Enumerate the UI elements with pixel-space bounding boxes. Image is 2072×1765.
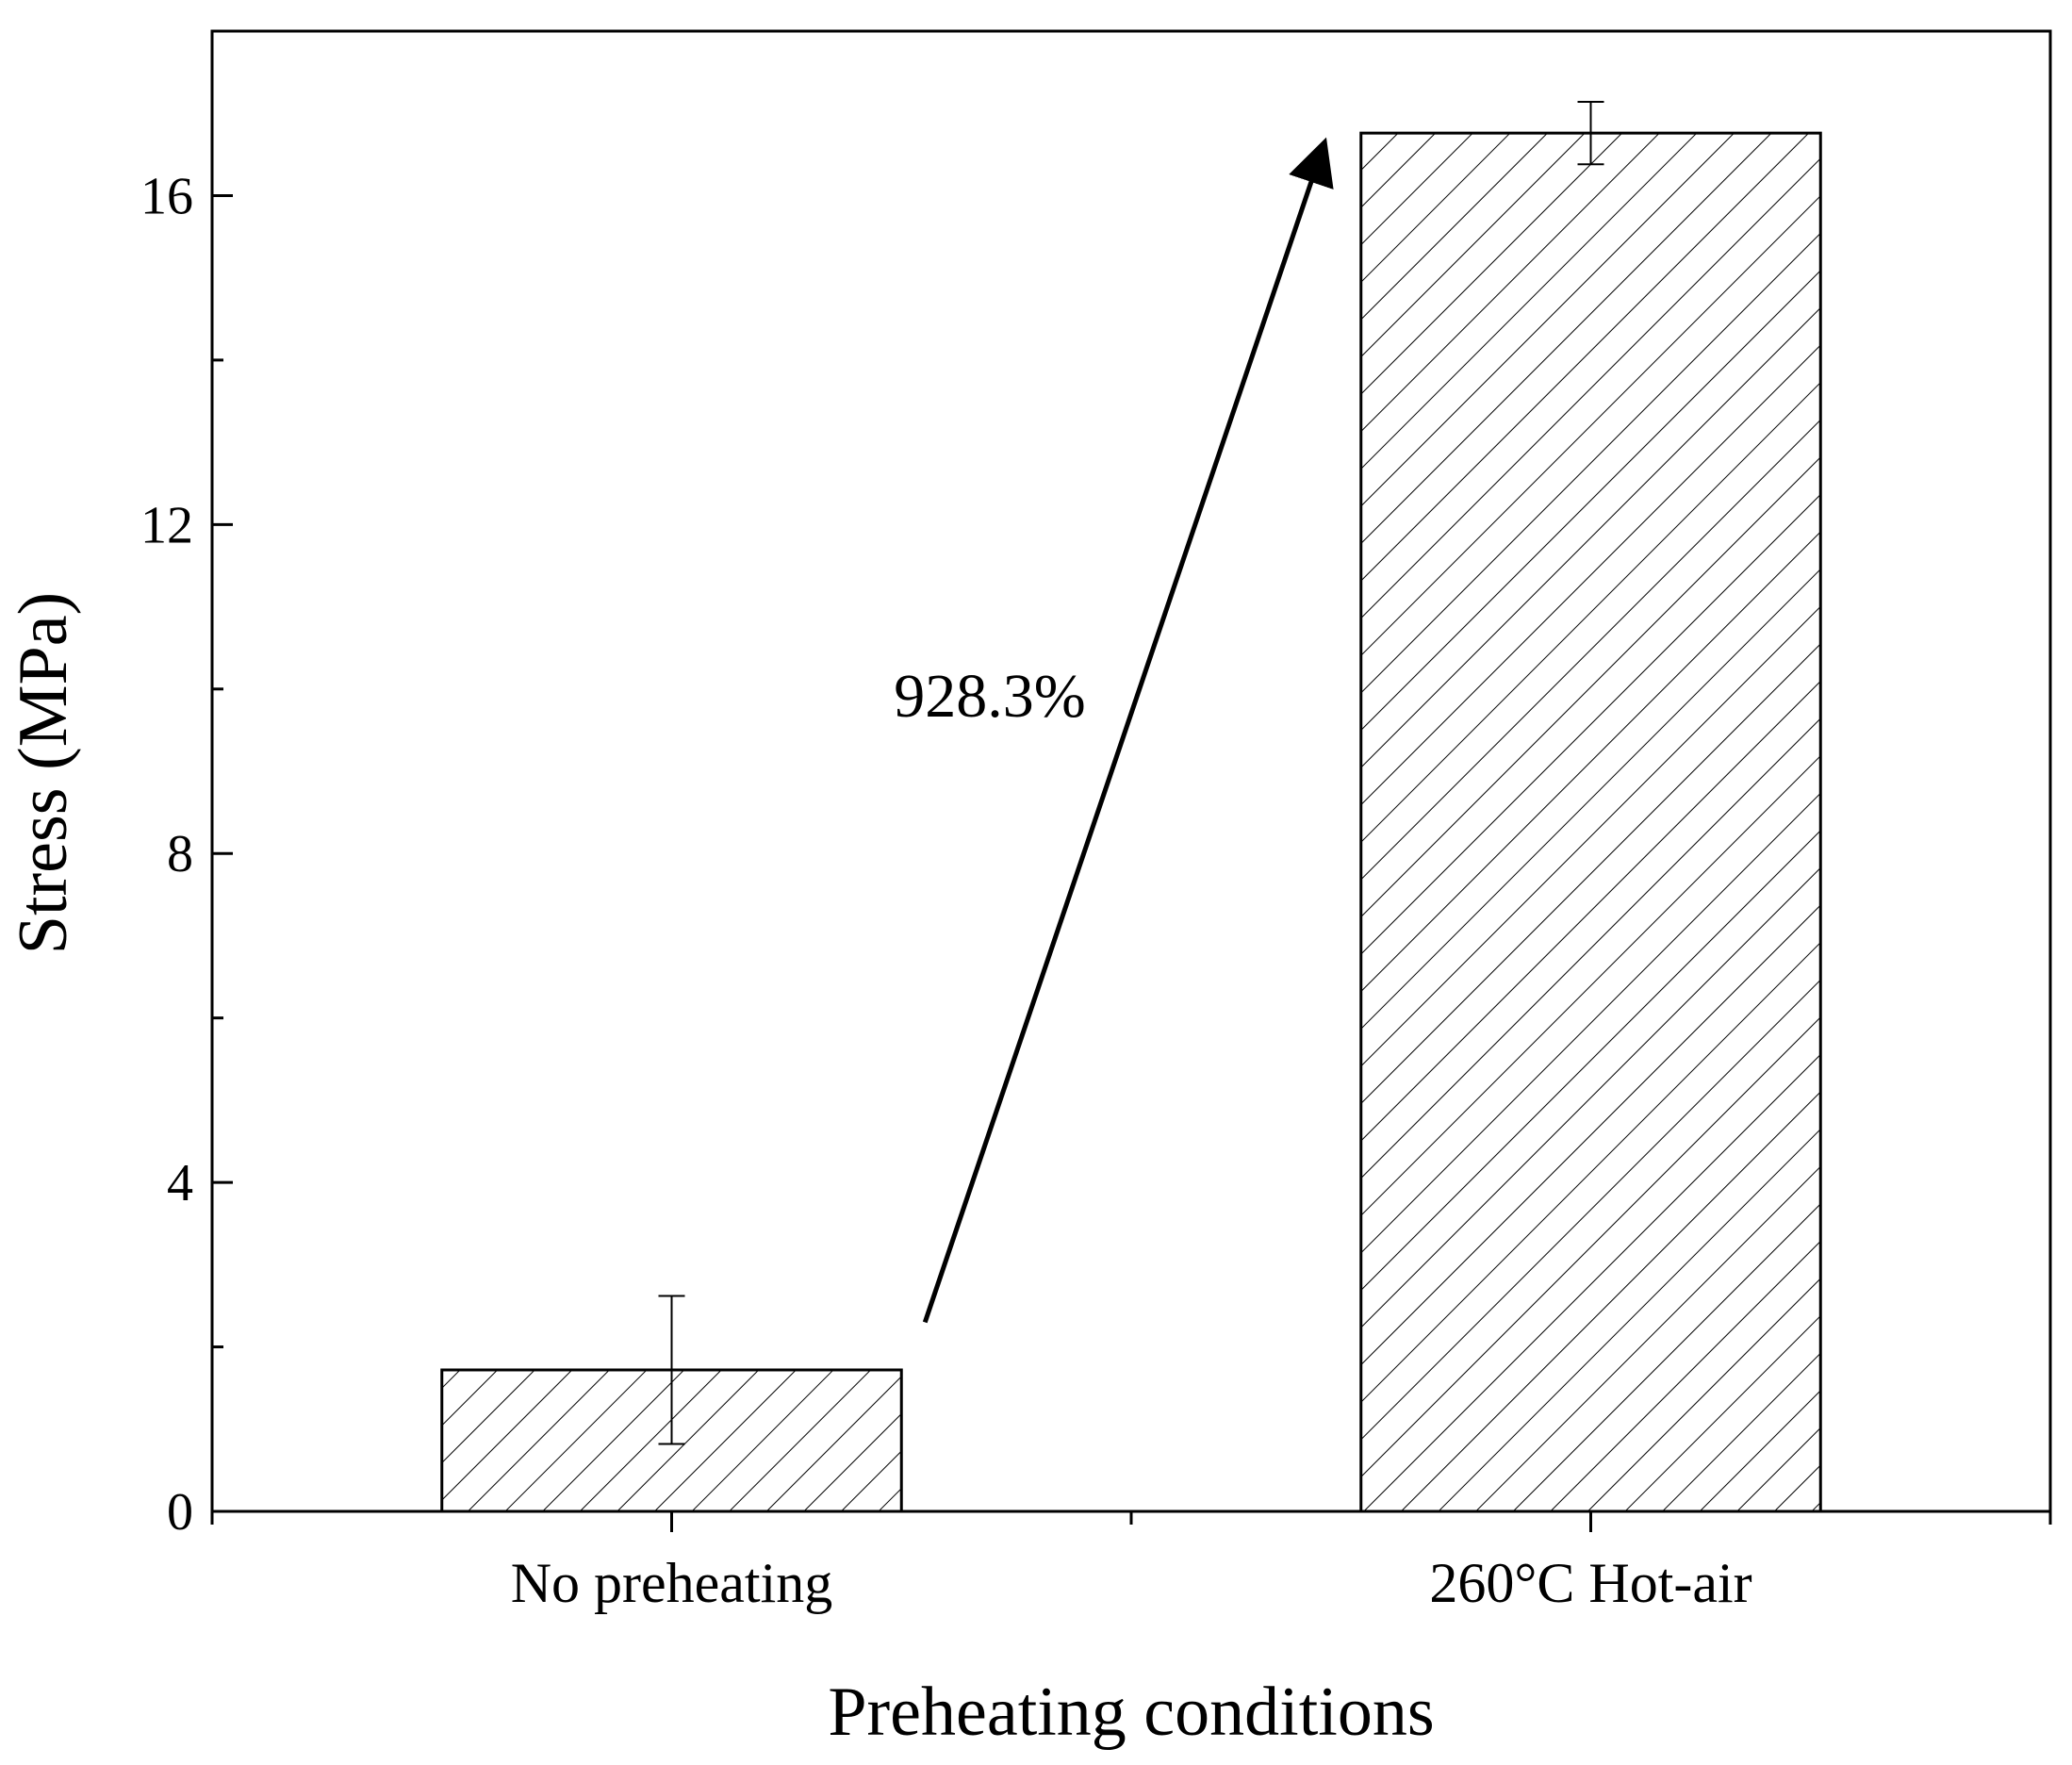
x-tick-label-0: No preheating xyxy=(511,1552,833,1614)
x-tick-label-1: 260°C Hot-air xyxy=(1429,1552,1751,1614)
x-axis-ticks: No preheating 260°C Hot-air xyxy=(210,1511,2052,1614)
bars xyxy=(440,131,1822,1513)
y-axis-title: Stress (MPa) xyxy=(5,592,82,954)
y-axis-ticks: 0 4 8 12 16 xyxy=(140,167,233,1542)
annotation: 928.3% xyxy=(894,137,1334,1324)
increase-percentage-label: 928.3% xyxy=(894,662,1085,731)
increase-arrow xyxy=(922,137,1334,1324)
y-tick-label: 16 xyxy=(140,167,193,225)
error-bar-0 xyxy=(658,1295,685,1445)
y-tick-label: 0 xyxy=(167,1483,193,1542)
error-bars xyxy=(658,101,1604,1445)
y-tick-label: 4 xyxy=(167,1154,193,1212)
y-tick-label: 8 xyxy=(167,825,193,883)
x-axis-title: Preheating conditions xyxy=(828,1674,1434,1751)
bar-1 xyxy=(1359,131,1822,1513)
y-tick-label: 12 xyxy=(140,496,193,554)
error-bar-1 xyxy=(1577,101,1604,166)
